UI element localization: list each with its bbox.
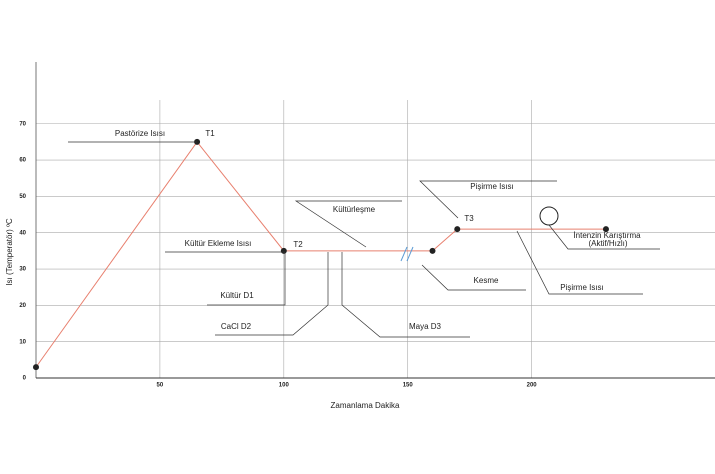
- axis-break: [400, 246, 408, 262]
- annotation: Kültür D1: [220, 291, 254, 300]
- annotation: Pişirme Isısı: [560, 283, 604, 292]
- x-tick-label: 50: [157, 383, 164, 389]
- leader-line: [294, 200, 402, 248]
- annotation: Maya D3: [409, 322, 442, 331]
- x-tick-label: 200: [527, 383, 538, 389]
- y-tick-label: 20: [19, 303, 26, 309]
- annotation: Pişirme Isısı: [470, 182, 514, 191]
- annotation: T2: [293, 240, 303, 249]
- y-tick-label: 50: [19, 194, 26, 200]
- y-tick-label: 60: [19, 158, 26, 164]
- x-tick-label: 150: [403, 383, 414, 389]
- leader-line: [341, 252, 470, 338]
- leader-line: [516, 230, 643, 295]
- data-line: [35, 141, 606, 368]
- mixing-circle: [539, 206, 559, 226]
- leader-line: [419, 180, 557, 219]
- y-tick-label: 30: [19, 267, 26, 273]
- leader-line: [215, 252, 329, 336]
- annotation: Kesme: [474, 276, 499, 285]
- data-point: [194, 138, 201, 145]
- data-point: [602, 226, 609, 233]
- leader-line: [421, 264, 526, 291]
- annotation: Kültür Ekleme Isısı: [185, 239, 252, 248]
- y-tick-label: 70: [19, 121, 26, 127]
- leader-line: [548, 224, 660, 250]
- annotation: (Aktif/Hızlı): [588, 239, 627, 248]
- annotation: T1: [205, 129, 215, 138]
- annotation: Pastörize Isısı: [115, 129, 165, 138]
- data-point: [280, 247, 287, 254]
- y-axis-label: Isı (Temperatör) ºC: [5, 218, 14, 286]
- x-tick-label: 100: [279, 383, 290, 389]
- data-point: [454, 226, 461, 233]
- axis-break: [406, 246, 414, 262]
- x-axis-label: Zamanlama Dakika: [331, 401, 400, 410]
- data-point: [33, 364, 39, 371]
- annotation: CaCl D2: [221, 322, 252, 331]
- data-point: [429, 247, 436, 254]
- leader-line: [207, 252, 286, 306]
- y-tick-label: 40: [19, 230, 26, 236]
- y-tick-label: 10: [19, 339, 26, 345]
- annotation: T3: [464, 214, 474, 223]
- annotation: İntenzin Karıştırma: [573, 231, 641, 240]
- annotation: Kültürleşme: [333, 205, 376, 214]
- y-tick-label: 0: [23, 376, 27, 382]
